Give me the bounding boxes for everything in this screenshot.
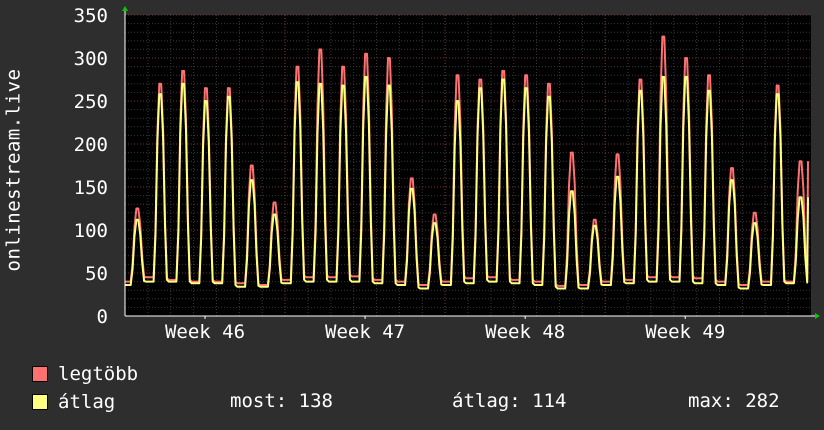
x-axis-arrow-icon [815,313,820,319]
stat-now: most: 138 [230,390,333,412]
x-tick-label: Week 48 [485,321,565,343]
x-tick-label: Week 46 [165,321,245,343]
legend-swatch-max [32,366,48,382]
legend-item-avg: átlag [32,389,115,415]
axes [122,6,820,319]
y-axis-label-text: onlinestream.live [2,68,24,272]
series-line-avg [125,75,809,290]
x-axis-ticks: Week 46 Week 47 Week 48 Week 49 [165,316,725,343]
series-line-max [125,35,809,287]
x-tick-label: Week 49 [645,321,725,343]
y-tick-label: 250 [74,91,108,113]
legend-item-max: legtöbb [32,361,138,387]
y-tick-label: 200 [74,134,108,156]
y-axis-arrow-icon [122,6,128,11]
y-tick-label: 100 [74,220,108,242]
stat-max: max: 282 [688,390,780,412]
y-tick-label: 350 [74,5,108,27]
y-tick-label: 300 [74,48,108,70]
legend-label-max: legtöbb [58,363,139,385]
y-tick-label: 150 [74,177,108,199]
legend-swatch-avg [32,394,48,410]
y-tick-label: 50 [85,263,108,285]
y-axis-ticks: 0 50 100 150 200 250 300 350 [74,5,108,328]
y-tick-label: 0 [97,306,108,328]
stat-average: átlag: 114 [452,390,567,412]
series-lines [125,35,809,290]
y-axis-label: onlinestream.live [0,60,26,280]
legend-label-avg: átlag [58,391,116,413]
grid [125,14,811,316]
x-tick-label: Week 47 [325,321,405,343]
